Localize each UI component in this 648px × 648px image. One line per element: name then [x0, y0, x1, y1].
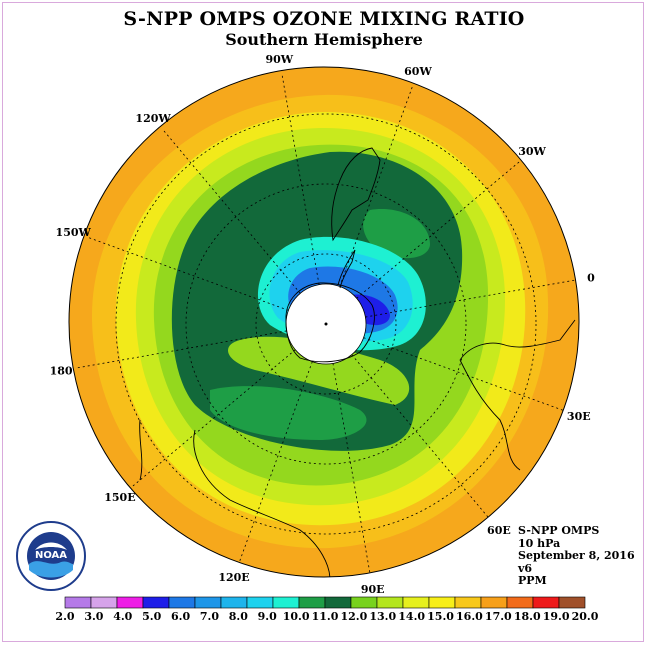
longitude-labels: 90W 60W 30W 0 30E 60E 90E 120E 150E 180 150W 120W — [50, 53, 595, 596]
colorbar-tick-label: 2.0 — [55, 610, 74, 623]
antarctica-coast — [285, 282, 375, 363]
colorbar-tick-label: 8.0 — [229, 610, 248, 623]
colorbar-tick-label: 4.0 — [113, 610, 132, 623]
colorbar-tick-label: 3.0 — [84, 610, 103, 623]
colorbar-swatch — [506, 596, 534, 609]
colorbar-swatch — [64, 596, 92, 609]
colorbar-tick-label: 7.0 — [200, 610, 219, 623]
colorbar: 2.0 3.0 4.0 5.0 6.0 7.0 8.0 9.0 10.0 11.0 12.0 13.0… — [55, 596, 599, 623]
meridian-line — [365, 279, 578, 318]
meridian-line — [332, 363, 371, 576]
longitude-label: 0 — [587, 271, 595, 284]
colorbar-swatch — [324, 596, 352, 609]
meridian-line — [356, 159, 522, 299]
colorbar-swatch — [532, 596, 560, 609]
colorbar-tick-label: 6.0 — [171, 610, 190, 623]
info-instrument: S-NPP OMPS — [518, 524, 600, 537]
colorbar-swatch — [246, 596, 274, 609]
longitude-label: 60W — [404, 65, 432, 78]
latitude-circle — [115, 113, 537, 535]
longitude-label: 60E — [487, 524, 511, 537]
info-units: PPM — [518, 574, 547, 587]
longitude-label: 180 — [50, 365, 73, 378]
noaa-logo: NOAA — [15, 520, 87, 592]
colorbar-swatch — [168, 596, 196, 609]
colorbar-tick-label: 5.0 — [142, 610, 161, 623]
longitude-label: 90W — [265, 53, 293, 66]
map-title: S-NPP OMPS OZONE MIXING RATIO — [123, 8, 525, 30]
field-midgreen-band — [228, 336, 410, 405]
africa-south — [459, 319, 576, 471]
coastlines — [139, 147, 576, 577]
colorbar-swatch — [558, 596, 586, 609]
colorbar-swatch — [272, 596, 300, 609]
colorbar-swatch — [90, 596, 118, 609]
colorbar-swatch — [454, 596, 482, 609]
longitude-label: 30E — [567, 410, 591, 423]
south-america — [331, 147, 381, 242]
colorbar-swatch — [480, 596, 508, 609]
colorbar-swatch — [350, 596, 378, 609]
colorbar-tick-label: 14.0 — [398, 610, 425, 623]
colorbar-tick-label: 16.0 — [456, 610, 483, 623]
info-version: v6 — [518, 561, 533, 575]
colorbar-swatch — [298, 596, 326, 609]
colorbar-tick-label: 13.0 — [369, 610, 396, 623]
colorbar-tick-label: 15.0 — [427, 610, 454, 623]
meridian-line — [74, 330, 287, 369]
meridian-line — [130, 349, 296, 489]
longitude-label: 120E — [218, 571, 249, 584]
colorbar-tick-label: 20.0 — [572, 610, 599, 623]
map-subtitle: Southern Hemisphere — [225, 30, 423, 49]
info-pressure: 10 hPa — [518, 536, 561, 550]
meridian-line — [86, 236, 289, 311]
colorbar-swatch — [142, 596, 170, 609]
meridian-line — [161, 128, 301, 294]
colorbar-tick-label: 17.0 — [485, 610, 512, 623]
ozone-field — [69, 67, 579, 577]
longitude-label: 120W — [135, 112, 171, 125]
longitude-label: 150W — [56, 226, 92, 239]
colorbar-swatch — [402, 596, 430, 609]
meridian-line — [351, 354, 491, 520]
meridian-line — [339, 84, 414, 287]
colorbar-tick-label: 11.0 — [312, 610, 339, 623]
latitude-circle — [255, 253, 397, 395]
colorbar-tick-label: 19.0 — [543, 610, 570, 623]
colorbar-tick-label: 10.0 — [283, 610, 310, 623]
meridian-line — [238, 361, 313, 564]
colorbar-swatch — [116, 596, 144, 609]
meridian-line — [281, 72, 320, 285]
colorbar-swatch — [428, 596, 456, 609]
new-zealand — [139, 419, 143, 481]
meridian-line — [363, 337, 566, 412]
colorbar-swatch — [220, 596, 248, 609]
info-block: S-NPP OMPS 10 hPa September 8, 2016 v6 P… — [518, 524, 635, 588]
colorbar-swatch — [194, 596, 222, 609]
antarctic-peninsula — [337, 249, 356, 289]
latitude-circle — [185, 183, 467, 465]
longitude-label: 90E — [361, 583, 385, 596]
australia — [193, 429, 331, 577]
colorbar-tick-label: 12.0 — [340, 610, 367, 623]
longitude-label: 30W — [518, 145, 546, 158]
colorbar-tick-label: 18.0 — [514, 610, 541, 623]
colorbar-tick-label: 9.0 — [258, 610, 277, 623]
info-date: September 8, 2016 — [518, 549, 635, 562]
map-boundary — [68, 66, 580, 578]
page-frame — [2, 2, 644, 642]
field-midgreen-1 — [363, 209, 430, 259]
field-midgreen-2 — [210, 386, 367, 440]
graticule — [74, 72, 578, 576]
longitude-label: 150E — [104, 491, 135, 504]
noaa-logo-text: NOAA — [35, 550, 67, 561]
colorbar-swatch — [376, 596, 404, 609]
south-pole-marker — [324, 322, 328, 326]
